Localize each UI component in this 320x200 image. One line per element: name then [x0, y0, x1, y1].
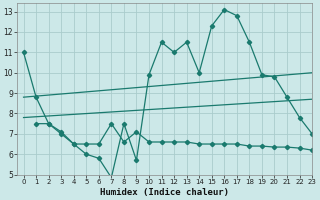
X-axis label: Humidex (Indice chaleur): Humidex (Indice chaleur) [100, 188, 229, 197]
